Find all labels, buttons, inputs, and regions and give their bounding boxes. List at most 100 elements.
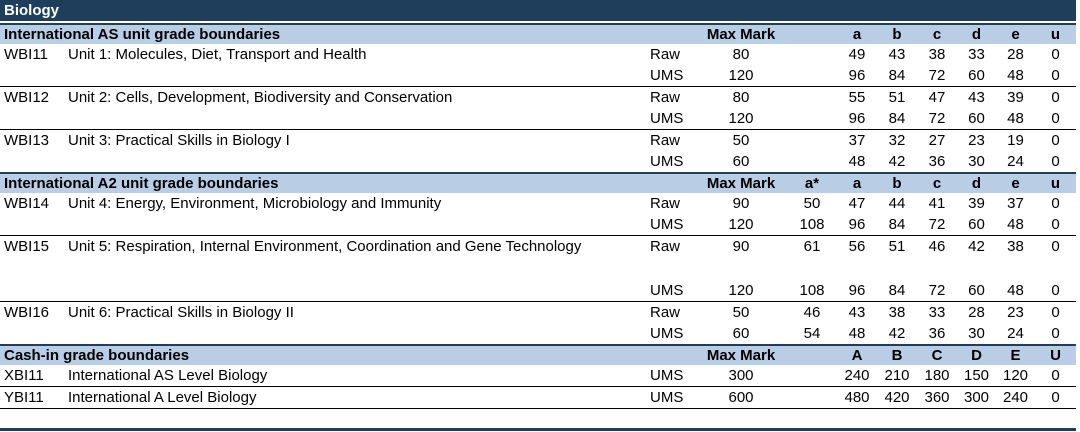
as-section-heading: International AS unit grade boundaries: [0, 23, 696, 44]
boundary: 0: [1035, 86, 1077, 108]
unit-code: WBI12: [0, 86, 68, 108]
boundary: 42: [957, 235, 997, 280]
boundary: 41: [928, 195, 946, 212]
bottom-divider: [0, 428, 1076, 431]
max-mark: 120: [728, 216, 754, 233]
max-mark: 90: [695, 235, 788, 280]
grade-header: E: [996, 344, 1036, 365]
unit-name: Unit 4: Energy, Environment, Microbiolog…: [68, 195, 442, 212]
unit-code: WBI15: [0, 235, 68, 280]
mark-type: UMS: [650, 153, 684, 170]
boundary: 51: [877, 86, 918, 108]
grade-header: u: [1035, 23, 1077, 44]
table-row: WBI14 Unit 4: Energy, Environment, Micro…: [0, 193, 1076, 214]
mark-type: Raw: [650, 235, 696, 280]
table-row: UMS 120 96 84 72 60 48 0: [0, 108, 1076, 130]
page-title: Biology: [0, 0, 1076, 21]
boundary: 0: [1051, 216, 1060, 233]
table-row: WBI13 Unit 3: Practical Skills in Biolog…: [0, 129, 1077, 151]
unit-code: WBI16: [0, 301, 68, 323]
table-row: WBI15 Unit 5: Respiration, Internal Envi…: [0, 235, 1077, 280]
boundary: 72: [928, 282, 946, 299]
table-row: UMS 120 96 84 72 60 48 0: [0, 65, 1076, 87]
boundary: 33: [968, 46, 985, 63]
boundary: 54: [803, 325, 821, 342]
mark-type: Raw: [650, 129, 696, 151]
boundary: 27: [917, 129, 958, 151]
boundary: 56: [837, 235, 878, 280]
unit-code: WBI13: [0, 129, 68, 151]
mark-type: Raw: [650, 195, 681, 212]
boundary: 43: [888, 46, 906, 63]
qualification-code: YBI11: [0, 386, 68, 409]
boundary: 210: [884, 367, 910, 384]
boundary: 43: [837, 301, 878, 323]
grade-header: c: [917, 172, 958, 193]
max-mark: 120: [728, 282, 754, 299]
table-row: XBI11 International AS Level Biology UMS…: [0, 365, 1076, 387]
mark-type: UMS: [650, 216, 684, 233]
grade-header: e: [996, 23, 1036, 44]
boundary: 0: [1035, 235, 1077, 280]
table-row: WBI11 Unit 1: Molecules, Diet, Transport…: [0, 44, 1076, 65]
boundary: 30: [968, 153, 985, 170]
mark-type: UMS: [650, 367, 684, 384]
boundary: 240: [996, 386, 1036, 409]
cashin-section-heading: Cash-in grade boundaries: [0, 344, 696, 365]
table-end-rule: [0, 408, 1077, 410]
boundary: 60: [968, 67, 985, 84]
boundary: 84: [888, 282, 906, 299]
boundary: 60: [968, 282, 985, 299]
grade-header: a*: [787, 172, 838, 193]
a2-section-header: International A2 unit grade boundaries M…: [0, 172, 1077, 193]
boundary: 96: [848, 67, 866, 84]
boundary: 108: [799, 216, 825, 233]
boundary: 46: [917, 235, 958, 280]
grade-header: A: [837, 344, 878, 365]
boundary: 84: [888, 110, 906, 127]
unit-name: Unit 2: Cells, Development, Biodiversity…: [68, 86, 650, 108]
boundary: 48: [1007, 216, 1024, 233]
max-mark-header: Max Mark: [695, 172, 788, 193]
boundary: 44: [888, 195, 906, 212]
max-mark: 80: [732, 46, 750, 63]
grade-header: a: [837, 172, 878, 193]
boundary: 0: [1035, 129, 1077, 151]
table-row: YBI11 International A Level Biology UMS …: [0, 386, 1077, 409]
boundary: 42: [888, 325, 906, 342]
grade-header: U: [1035, 344, 1077, 365]
boundary: 180: [924, 367, 950, 384]
grade-header: d: [957, 172, 997, 193]
max-mark: 120: [728, 67, 754, 84]
grade-header: C: [917, 344, 958, 365]
max-mark: 50: [695, 301, 788, 323]
table-row: WBI16 Unit 6: Practical Skills in Biolog…: [0, 301, 1077, 323]
unit-code: WBI11: [4, 46, 48, 63]
boundary: 36: [928, 325, 946, 342]
boundary: 72: [928, 110, 946, 127]
boundary: 38: [928, 46, 946, 63]
boundary: 28: [957, 301, 997, 323]
boundary: 72: [928, 216, 946, 233]
boundary: 39: [996, 86, 1036, 108]
mark-type: Raw: [650, 46, 681, 63]
boundary: 23: [957, 129, 997, 151]
boundary: 43: [957, 86, 997, 108]
boundary: 39: [968, 195, 985, 212]
boundary: 108: [799, 282, 825, 299]
mark-type: UMS: [650, 325, 684, 342]
boundary: 37: [1007, 195, 1024, 212]
boundary: 360: [917, 386, 958, 409]
boundary: 24: [1007, 325, 1024, 342]
boundary: 0: [1035, 386, 1077, 409]
boundary: 0: [1051, 46, 1060, 63]
boundary: 96: [848, 110, 866, 127]
boundary: 33: [917, 301, 958, 323]
boundary: 0: [1035, 301, 1077, 323]
grade-header: u: [1035, 172, 1077, 193]
grade-header: [787, 23, 838, 44]
grade-header: D: [957, 344, 997, 365]
boundary: 150: [964, 367, 990, 384]
max-mark: 600: [695, 386, 788, 409]
boundary: 0: [1051, 67, 1060, 84]
